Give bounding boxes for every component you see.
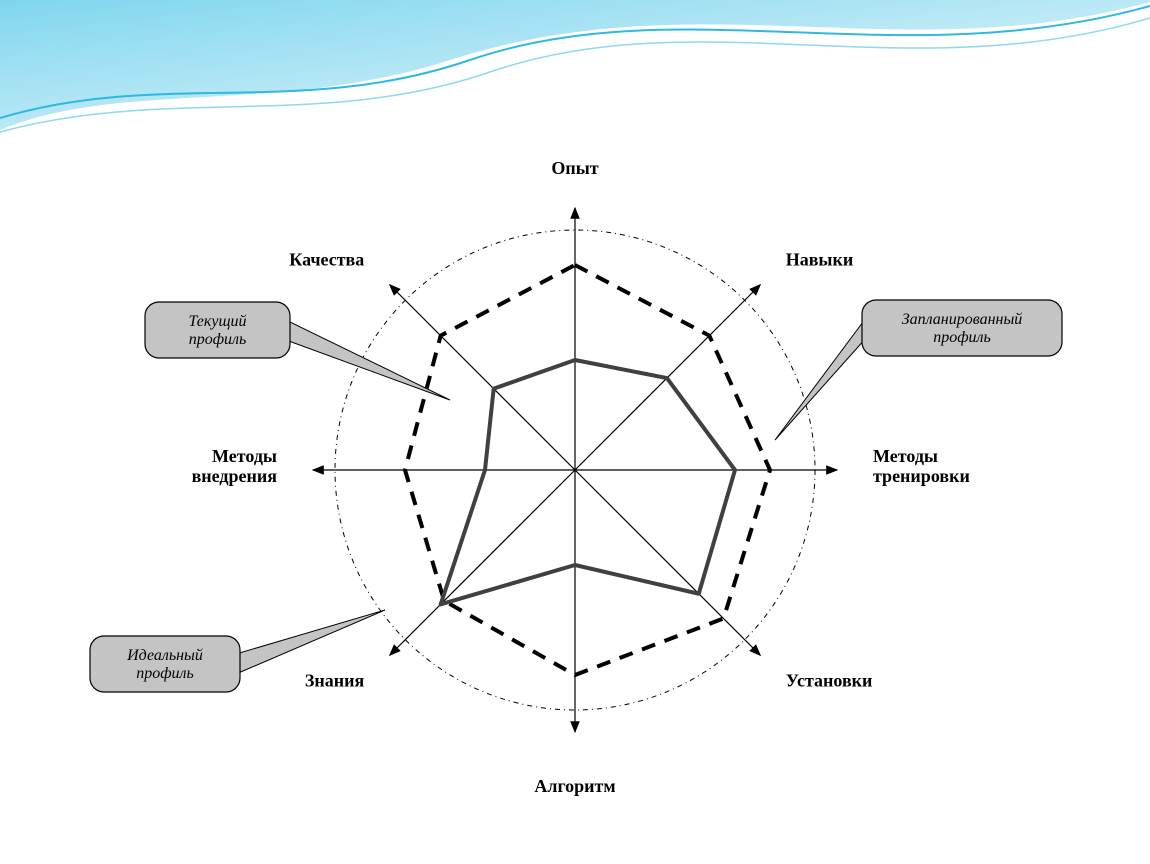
axis-label: Навыки	[786, 249, 854, 269]
callout-pointer	[286, 320, 450, 400]
axis-line	[575, 470, 760, 655]
callout-label: Идеальныйпрофиль	[126, 647, 203, 682]
axis-label: Знания	[305, 671, 365, 691]
axis-label: Качества	[289, 249, 364, 269]
radar-chart: Опыт Навыки Методытренировки Установки Алгор…	[0, 0, 1150, 864]
callout-pointer	[236, 610, 385, 674]
axis-line	[390, 470, 575, 655]
axis-label: Методывнедрения	[192, 446, 278, 486]
callout-label: Текущийпрофиль	[188, 313, 246, 348]
callout-pointer	[775, 318, 866, 440]
axis-label: Опыт	[551, 158, 598, 178]
axis-label: Алгоритм	[534, 776, 615, 796]
axis-label: Методытренировки	[873, 446, 970, 486]
axis-label: Установки	[786, 671, 873, 691]
